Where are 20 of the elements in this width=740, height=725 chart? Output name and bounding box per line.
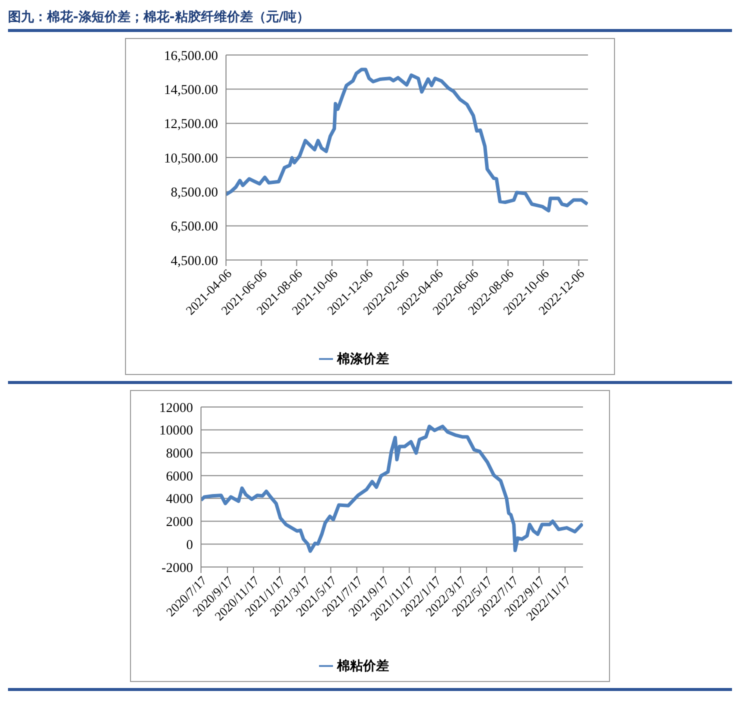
y-tick-label: 0 — [186, 536, 194, 552]
line-series — [226, 68, 588, 212]
y-tick-label: 8,500.00 — [170, 184, 218, 200]
legend-label: 棉粘价差 — [337, 659, 389, 674]
y-tick-label: 2000 — [166, 514, 194, 530]
line-series — [201, 424, 583, 553]
chart-title: 图九：棉花-涤短价差；棉花-粘胶纤维价差（元/吨） — [8, 8, 311, 27]
y-tick-label: 12,500.00 — [164, 116, 218, 132]
y-tick-label: 6,500.00 — [170, 218, 218, 234]
y-tick-label: 16,500.00 — [164, 48, 218, 63]
y-tick-label: 4000 — [166, 491, 194, 506]
y-tick-label: 10,500.00 — [164, 150, 218, 166]
y-tick-label: -2000 — [162, 560, 194, 575]
y-tick-label: 10000 — [159, 422, 194, 438]
y-tick-label: 4,500.00 — [170, 252, 218, 268]
y-tick-label: 14,500.00 — [164, 82, 218, 97]
y-tick-label: 12000 — [159, 400, 194, 415]
y-tick-label: 6000 — [166, 468, 194, 484]
y-tick-label: 8000 — [166, 446, 194, 461]
legend-label: 棉涤价差 — [337, 352, 389, 367]
